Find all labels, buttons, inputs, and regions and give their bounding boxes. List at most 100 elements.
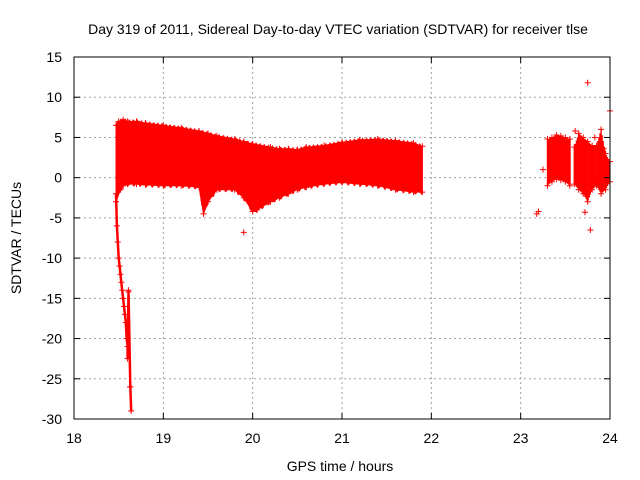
data-point [112, 198, 119, 205]
data-point [128, 407, 135, 414]
data-point [303, 184, 310, 191]
x-tick-label: 18 [66, 430, 82, 446]
data-point [562, 134, 569, 141]
data-point-outlier [591, 134, 598, 141]
data-point [249, 140, 256, 147]
data-point [294, 146, 301, 153]
data-point [392, 137, 399, 144]
data-point [178, 182, 185, 189]
data-point [116, 263, 123, 270]
data-point-outlier [127, 383, 134, 390]
data-point [580, 190, 587, 197]
data-point [120, 116, 127, 123]
x-tick-label: 23 [513, 430, 529, 446]
x-tick-label: 19 [156, 430, 172, 446]
data-point [205, 198, 211, 205]
data-point [142, 119, 149, 126]
data-point [557, 132, 564, 139]
data-point [240, 194, 247, 201]
data-region [112, 79, 613, 414]
data-point [112, 190, 119, 197]
data-point [122, 319, 129, 326]
data-point [553, 132, 560, 139]
y-tick-label: 10 [46, 89, 62, 105]
data-point [121, 311, 128, 318]
data-point [124, 118, 131, 125]
y-tick-label: 0 [54, 170, 62, 186]
data-point [267, 144, 274, 151]
data-point [548, 134, 555, 141]
data-point [115, 118, 122, 125]
data-point [160, 182, 167, 189]
y-tick-label: -5 [50, 210, 63, 226]
data-point [254, 206, 261, 213]
data-point [602, 150, 609, 157]
data-point [392, 186, 399, 193]
data-point [339, 179, 345, 186]
data-point [566, 136, 573, 143]
y-tick-label: -20 [42, 331, 62, 347]
data-point [124, 181, 131, 188]
data-point-outlier [556, 136, 563, 143]
y-tick-label: 15 [46, 49, 62, 65]
data-point [374, 136, 381, 143]
data-point-outlier [535, 208, 542, 215]
data-point-outlier [125, 288, 132, 295]
y-tick-label: -30 [42, 411, 62, 427]
data-point [120, 182, 127, 189]
data-point [196, 128, 203, 135]
data-point-outlier [240, 229, 247, 236]
data-point [285, 190, 292, 197]
y-tick-labels: -30 -25 -20 -15 -10 -5 0 5 10 15 [42, 49, 62, 427]
data-point [117, 271, 124, 278]
data-point [142, 181, 149, 188]
data-point [121, 303, 128, 310]
data-point-outlier [587, 226, 594, 233]
y-tick-label: -25 [42, 371, 62, 387]
data-point [123, 335, 130, 342]
data-point [593, 182, 600, 189]
data-point [562, 178, 569, 185]
data-point [553, 176, 560, 183]
data-point [575, 130, 582, 137]
data-point-outlier [584, 79, 591, 86]
data-point [598, 126, 605, 133]
data-point [580, 134, 587, 141]
data-point [544, 182, 551, 189]
data-point [575, 186, 582, 193]
data-point [213, 186, 220, 193]
data-point [114, 239, 121, 246]
data-point [419, 143, 426, 150]
data-point [133, 181, 140, 188]
y-tick-label: -15 [42, 290, 62, 306]
data-point-outlier [572, 128, 579, 135]
data-point [276, 194, 283, 201]
data-point [419, 189, 426, 196]
x-tick-labels: 18 19 20 21 22 23 24 [66, 430, 618, 446]
data-point [124, 343, 131, 350]
data-point [584, 198, 591, 205]
x-tick-label: 21 [334, 430, 350, 446]
data-point [321, 181, 328, 188]
data-point [112, 122, 119, 129]
data-point [285, 145, 292, 152]
data-point [178, 124, 185, 131]
data-point [410, 189, 417, 196]
y-tick-label: -10 [42, 250, 62, 266]
x-tick-label: 22 [424, 430, 440, 446]
data-point [196, 184, 203, 191]
data-point [544, 136, 551, 143]
data-point [374, 182, 381, 189]
data-point-outlier [598, 170, 605, 177]
data-point [205, 130, 211, 137]
data-point [593, 142, 600, 149]
data-point [119, 287, 126, 294]
data-point [356, 181, 363, 188]
data-point [321, 142, 328, 149]
data-point [124, 355, 131, 362]
data-point-outlier [600, 145, 607, 152]
data-point-outlier [602, 162, 609, 169]
chart-title: Day 319 of 2011, Sidereal Day-to-day VTE… [88, 21, 588, 37]
data-point-outlier [596, 166, 603, 173]
data-point [294, 186, 301, 193]
